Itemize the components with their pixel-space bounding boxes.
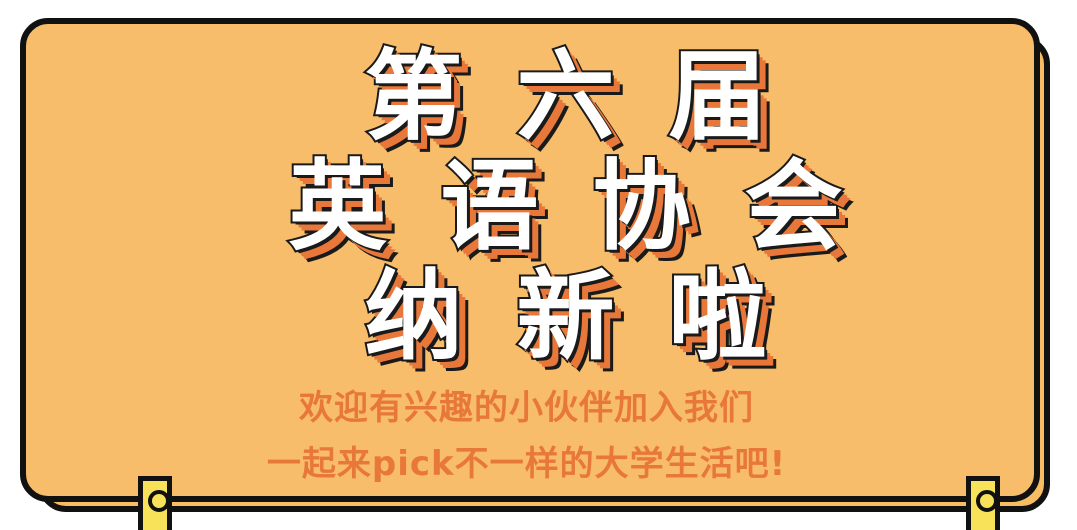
subtitle-line-1: 欢迎有兴趣的小伙伴加入我们 xyxy=(299,388,754,428)
clip-hole-icon xyxy=(148,490,170,512)
binder-clip-right-icon xyxy=(966,476,1000,530)
poster-card xyxy=(20,18,1040,502)
subtitle-line-2: 一起来pick不一样的大学生活吧! xyxy=(266,444,787,484)
title-line-1: 第六届 xyxy=(362,40,821,154)
binder-clip-left-icon xyxy=(138,476,172,530)
title-line-3: 纳新啦 xyxy=(362,260,821,374)
clip-hole-icon xyxy=(976,490,998,512)
title-line-2: 英语协会 xyxy=(286,150,897,264)
